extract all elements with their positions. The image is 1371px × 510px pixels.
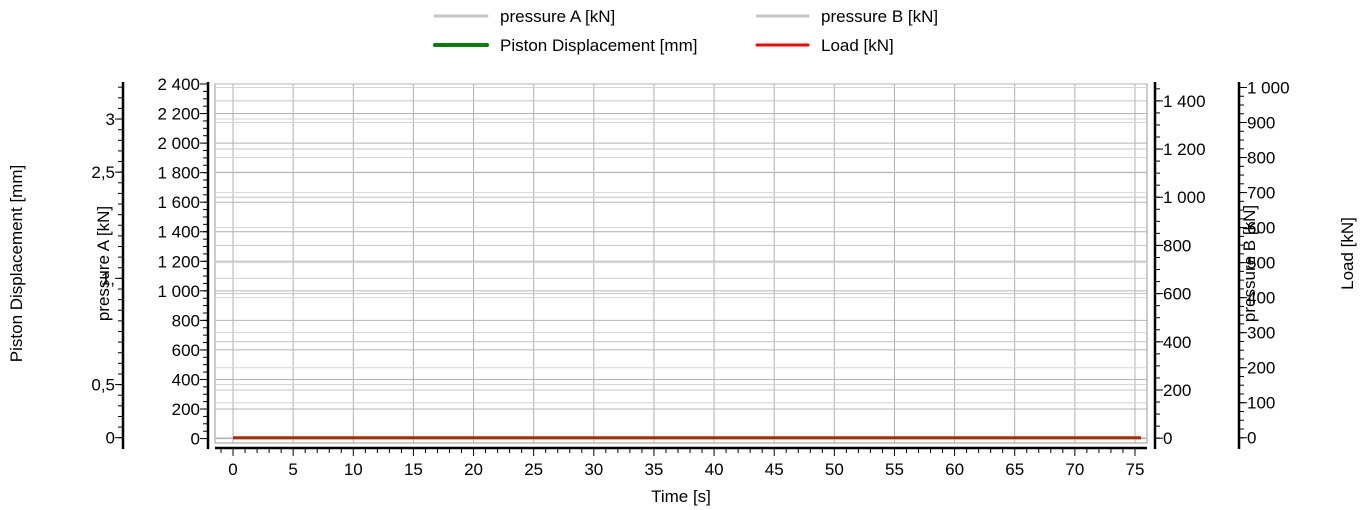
load-tick-label: 200 xyxy=(1247,359,1275,378)
x-tick-label: 45 xyxy=(765,460,784,479)
piston_displacement-tick-label: 3 xyxy=(106,110,115,129)
pressure_a-tick-label: 600 xyxy=(172,341,200,360)
x-tick-label: 55 xyxy=(885,460,904,479)
legend: pressure A [kN] pressure B [kN] Piston Dis… xyxy=(433,7,938,55)
axis-titles: Time [s] Piston Displacement [mm] pressure… xyxy=(7,165,1357,506)
pressure_b-tick-label: 0 xyxy=(1163,429,1172,448)
pressure_a-tick-label: 200 xyxy=(172,400,200,419)
piston_displacement-tick-label: 0,5 xyxy=(91,376,115,395)
pressure_b-tick-label: 1 000 xyxy=(1163,188,1206,207)
x-tick-label: 75 xyxy=(1126,460,1145,479)
load-tick-label: 900 xyxy=(1247,114,1275,133)
pressure_b-axis-title: pressure B [kN] xyxy=(1240,205,1259,322)
x-tick-label: 15 xyxy=(404,460,423,479)
x-tick-label: 30 xyxy=(584,460,603,479)
load-tick-label: 1 000 xyxy=(1247,79,1290,98)
pressure_a-tick-label: 0 xyxy=(191,430,200,449)
plot-grid xyxy=(214,83,1148,444)
pressure_a-tick-label: 1 800 xyxy=(157,164,200,183)
x-tick-label: 65 xyxy=(1005,460,1024,479)
piston_displacement-axis-title: Piston Displacement [mm] xyxy=(7,165,26,362)
pressure_a-tick-label: 2 000 xyxy=(157,134,200,153)
load-tick-label: 0 xyxy=(1247,429,1256,448)
load-tick-label: 700 xyxy=(1247,184,1275,203)
legend-label: pressure A [kN] xyxy=(500,7,615,26)
load-tick-label: 300 xyxy=(1247,324,1275,343)
x-tick-label: 10 xyxy=(344,460,363,479)
pressure_b-tick-label: 1 400 xyxy=(1163,92,1206,111)
legend-label: Load [kN] xyxy=(821,36,894,55)
pressure_a-tick-label: 2 400 xyxy=(157,75,200,94)
piston_displacement-tick-label: 1, xyxy=(101,269,115,288)
load-tick-label: 600 xyxy=(1247,219,1275,238)
pressure_b-tick-label: 400 xyxy=(1163,333,1191,352)
load-tick-label: 400 xyxy=(1247,289,1275,308)
plot-area xyxy=(214,83,1148,444)
load-tick-label: 800 xyxy=(1247,149,1275,168)
load-axis-title: Load [kN] xyxy=(1338,217,1357,290)
x-tick-label: 40 xyxy=(705,460,724,479)
pressure_a-tick-label: 1 200 xyxy=(157,252,200,271)
pressure_b-tick-label: 200 xyxy=(1163,381,1191,400)
legend-label: Piston Displacement [mm] xyxy=(500,36,697,55)
pressure_b-tick-label: 800 xyxy=(1163,236,1191,255)
pressure_a-tick-label: 1 600 xyxy=(157,193,200,212)
x-tick-label: 35 xyxy=(644,460,663,479)
pressure_a-tick-label: 1 400 xyxy=(157,223,200,242)
pressure_a-tick-label: 1 000 xyxy=(157,282,200,301)
pressure_a-tick-label: 2 200 xyxy=(157,105,200,124)
x-axis-title: Time [s] xyxy=(651,487,711,506)
x-tick-label: 70 xyxy=(1065,460,1084,479)
load-tick-label: 500 xyxy=(1247,254,1275,273)
pressure_b-tick-label: 600 xyxy=(1163,285,1191,304)
legend-label: pressure B [kN] xyxy=(821,7,938,26)
load-tick-label: 100 xyxy=(1247,394,1275,413)
x-tick-label: 60 xyxy=(945,460,964,479)
series-lines xyxy=(233,436,1141,440)
pressure_a-axis-title: pressure A [kN] xyxy=(94,206,113,321)
pressure_a-tick-label: 800 xyxy=(172,311,200,330)
piston_displacement-tick-label: 2,5 xyxy=(91,163,115,182)
x-tick-label: 50 xyxy=(825,460,844,479)
piston_displacement-tick-label: 0 xyxy=(106,429,115,448)
axes: 0 5 10 15 20 25 30 35 40 45 50 55 60 65 70 7500,51,2,53… xyxy=(91,75,1289,479)
x-tick-label: 5 xyxy=(288,460,297,479)
pressure_a-tick-label: 400 xyxy=(172,370,200,389)
x-tick-label: 25 xyxy=(524,460,543,479)
pressure_b-tick-label: 1 200 xyxy=(1163,140,1206,159)
x-tick-label: 0 xyxy=(228,460,237,479)
x-tick-label: 20 xyxy=(464,460,483,479)
